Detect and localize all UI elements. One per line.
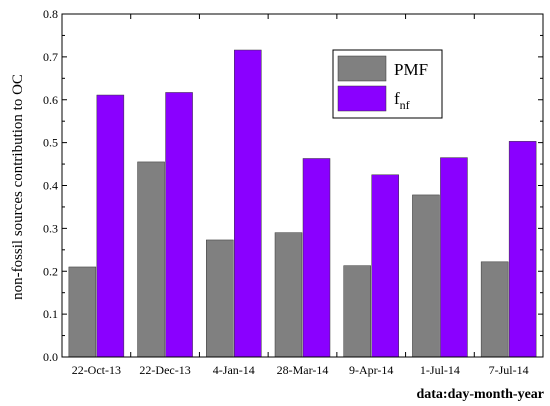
bar-fnf-9-Apr-14 bbox=[371, 174, 399, 358]
legend: PMF fnf bbox=[332, 49, 443, 119]
bar-pmf-7-Jul-14 bbox=[480, 261, 509, 358]
bar-fnf-22-Dec-13 bbox=[165, 92, 193, 358]
bar-fnf-1-Jul-14 bbox=[440, 157, 468, 358]
x-tick-label-22-Oct-13: 22-Oct-13 bbox=[72, 363, 121, 377]
bar-pmf-4-Jan-14 bbox=[206, 239, 234, 358]
plot-frame bbox=[61, 13, 544, 358]
legend-swatch-fnf bbox=[337, 85, 387, 112]
y-tick-label-0.2: 0.2 bbox=[43, 264, 58, 278]
ticks-group: 0.0 0.1 0.2 0.3 0.4 0.5 0.6 0.7 0.8 22-Oct-13 22-D… bbox=[43, 7, 543, 377]
axes-group bbox=[61, 13, 544, 358]
bar-pmf-1-Jul-14 bbox=[412, 194, 440, 358]
bar-pmf-22-Oct-13 bbox=[68, 266, 97, 358]
legend-swatch-pmf bbox=[337, 55, 387, 82]
y-tick-label-0.3: 0.3 bbox=[43, 221, 58, 235]
x-tick-label-28-Mar-14: 28-Mar-14 bbox=[277, 363, 329, 377]
legend-label-pmf: PMF bbox=[394, 60, 428, 79]
bar-fnf-7-Jul-14 bbox=[508, 141, 537, 358]
y-tick-label-0.4: 0.4 bbox=[43, 179, 58, 193]
x-tick-label-22-Dec-13: 22-Dec-13 bbox=[139, 363, 190, 377]
bar-fnf-4-Jan-14 bbox=[234, 49, 262, 358]
y-tick-label-0.7: 0.7 bbox=[43, 50, 58, 64]
y-axis-title: non-fossil sources contribution to OC bbox=[10, 74, 26, 300]
bar-fnf-22-Oct-13 bbox=[96, 94, 125, 358]
bar-pmf-28-Mar-14 bbox=[274, 232, 303, 358]
y-tick-label-0.1: 0.1 bbox=[43, 307, 58, 321]
x-tick-label-7-Jul-14: 7-Jul-14 bbox=[489, 363, 529, 377]
y-tick-label-0.6: 0.6 bbox=[43, 93, 58, 107]
x-tick-label-9-Apr-14: 9-Apr-14 bbox=[349, 363, 393, 377]
x-tick-label-4-Jan-14: 4-Jan-14 bbox=[213, 363, 255, 377]
x-tick-label-1-Jul-14: 1-Jul-14 bbox=[420, 363, 460, 377]
y-tick-label-0.0: 0.0 bbox=[43, 350, 58, 364]
bar-pmf-22-Dec-13 bbox=[137, 161, 165, 358]
bar-pmf-9-Apr-14 bbox=[343, 265, 371, 358]
y-tick-label-0.8: 0.8 bbox=[43, 7, 58, 21]
y-tick-label-0.5: 0.5 bbox=[43, 136, 58, 150]
bars-group bbox=[68, 49, 537, 358]
legend-label-nf-subscript: nf bbox=[400, 98, 410, 112]
legend-label-fnf: fnf bbox=[394, 89, 410, 112]
bar-fnf-28-Mar-14 bbox=[302, 158, 331, 358]
x-axis-title: data:day-month-year bbox=[416, 387, 544, 402]
legend-label-f: f bbox=[394, 89, 400, 108]
